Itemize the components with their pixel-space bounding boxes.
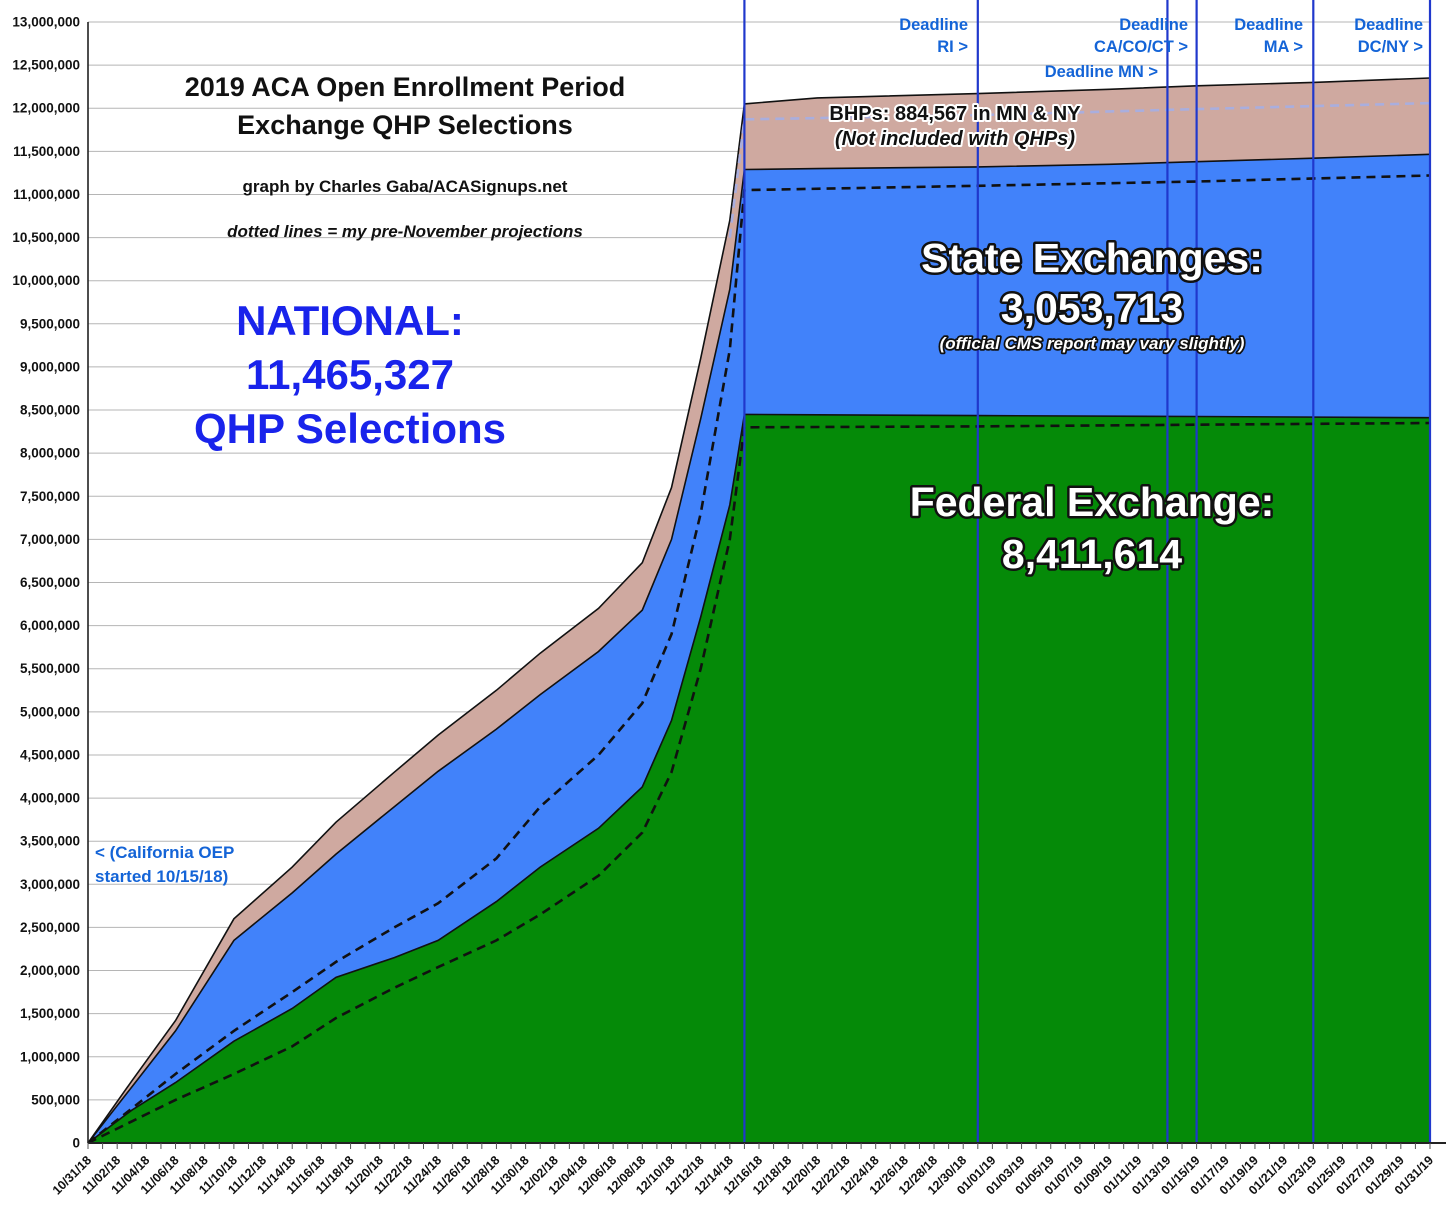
deadline-label-mn: Deadline MN >	[1045, 63, 1158, 81]
deadline-label-ma-line1: Deadline	[1234, 16, 1303, 34]
y-tick-label: 5,000,000	[20, 704, 80, 719]
projection-note: dotted lines = my pre-November projectio…	[227, 222, 583, 241]
california-note-line2: started 10/15/18)	[95, 867, 228, 886]
chart-title-line2: Exchange QHP Selections	[237, 110, 573, 140]
y-tick-label: 2,000,000	[20, 963, 80, 978]
y-tick-label: 1,500,000	[20, 1006, 80, 1021]
y-tick-label: 12,500,000	[12, 58, 80, 73]
deadline-label-dcny-line1: Deadline	[1354, 16, 1423, 34]
bhp_total-edge	[87, 77, 1431, 1144]
y-tick-label: 5,500,000	[20, 661, 80, 676]
bhp-label-line2: (Not included with QHPs)	[835, 128, 1075, 150]
state_total-edge	[87, 153, 1431, 1144]
deadline-label-cacoct-line1: Deadline	[1119, 16, 1188, 34]
california-note-line1: < (California OEP	[95, 843, 234, 862]
chart-byline: graph by Charles Gaba/ACASignups.net	[243, 177, 568, 196]
bhp-label-line1: BHPs: 884,567 in MN & NY	[829, 103, 1081, 125]
y-tick-label: 7,000,000	[20, 532, 80, 547]
federal-area	[88, 414, 1430, 1143]
plot-layer: 0 500,000 1,000,000 1,500,000 2,000,000 2,500…	[12, 0, 1446, 1198]
y-tick-label: 8,500,000	[20, 403, 80, 418]
federal-exchange-label: Federal Exchange:	[910, 479, 1275, 525]
national-callout-line3: QHP Selections	[194, 405, 506, 452]
deadline-label-ri-line2: RI >	[937, 38, 968, 56]
y-tick-label: 6,000,000	[20, 618, 80, 633]
y-tick-label: 6,500,000	[20, 575, 80, 590]
federal-edge	[87, 413, 1431, 1144]
y-tick-label: 12,000,000	[12, 101, 80, 116]
y-tick-label: 1,000,000	[20, 1049, 80, 1064]
y-tick-label: 2,500,000	[20, 920, 80, 935]
y-tick-label: 4,000,000	[20, 791, 80, 806]
y-tick-label: 500,000	[31, 1092, 80, 1107]
national-callout-line1: NATIONAL:	[236, 297, 464, 344]
deadline-label-ri-line1: Deadline	[899, 16, 968, 34]
y-tick-label: 9,500,000	[20, 316, 80, 331]
federal-exchange-total: 8,411,614	[1002, 531, 1182, 577]
annotations-layer: 2019 ACA Open Enrollment Period Exchange…	[95, 16, 1423, 886]
national-callout-line2: 11,465,327	[246, 351, 454, 398]
y-tick-label: 0	[72, 1136, 80, 1151]
state-exchanges-total: 3,053,713	[1001, 285, 1183, 331]
y-tick-label: 11,000,000	[13, 187, 80, 202]
y-tick-label: 9,000,000	[20, 359, 80, 374]
y-tick-label: 13,000,000	[12, 15, 80, 30]
y-tick-label: 3,500,000	[20, 834, 80, 849]
state-exchanges-note: (official CMS report may vary slightly)	[940, 334, 1245, 353]
deadline-label-ma-line2: MA >	[1264, 38, 1303, 56]
deadline-label-dcny-line2: DC/NY >	[1358, 38, 1423, 56]
y-tick-label: 10,500,000	[12, 230, 80, 245]
y-tick-label: 8,000,000	[20, 446, 80, 461]
state-exchanges-label: State Exchanges:	[921, 235, 1263, 281]
y-tick-label: 7,500,000	[20, 489, 80, 504]
y-tick-label: 3,000,000	[20, 877, 80, 892]
chart-title-line1: 2019 ACA Open Enrollment Period	[185, 72, 626, 102]
deadline-label-cacoct-line2: CA/CO/CT >	[1094, 38, 1188, 56]
y-tick-label: 4,500,000	[20, 747, 80, 762]
y-tick-label: 10,000,000	[12, 273, 80, 288]
y-tick-label: 11,500,000	[13, 144, 80, 159]
